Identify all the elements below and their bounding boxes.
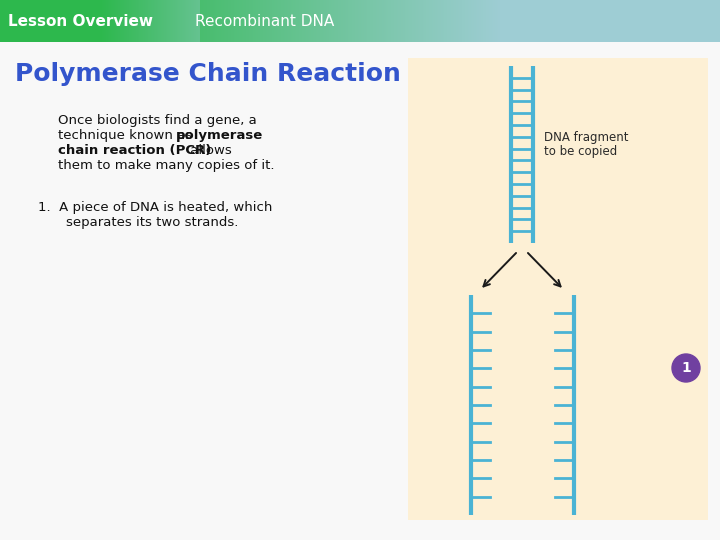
Text: DNA fragment: DNA fragment: [544, 132, 629, 145]
Text: Lesson Overview: Lesson Overview: [8, 15, 153, 29]
Text: chain reaction (PCR): chain reaction (PCR): [58, 144, 212, 157]
Text: polymerase: polymerase: [176, 129, 264, 142]
Text: technique known as: technique known as: [58, 129, 197, 142]
Text: 1: 1: [681, 361, 691, 375]
Text: Polymerase Chain Reaction: Polymerase Chain Reaction: [15, 62, 401, 86]
Text: them to make many copies of it.: them to make many copies of it.: [58, 159, 274, 172]
Text: 1.  A piece of DNA is heated, which: 1. A piece of DNA is heated, which: [38, 201, 272, 214]
Text: allows: allows: [186, 144, 232, 157]
Circle shape: [672, 354, 700, 382]
Text: Recombinant DNA: Recombinant DNA: [195, 15, 334, 29]
Text: Once biologists find a gene, a: Once biologists find a gene, a: [58, 114, 257, 127]
Bar: [408, 58, 708, 520]
Text: to be copied: to be copied: [544, 145, 617, 159]
Text: separates its two strands.: separates its two strands.: [66, 216, 238, 229]
